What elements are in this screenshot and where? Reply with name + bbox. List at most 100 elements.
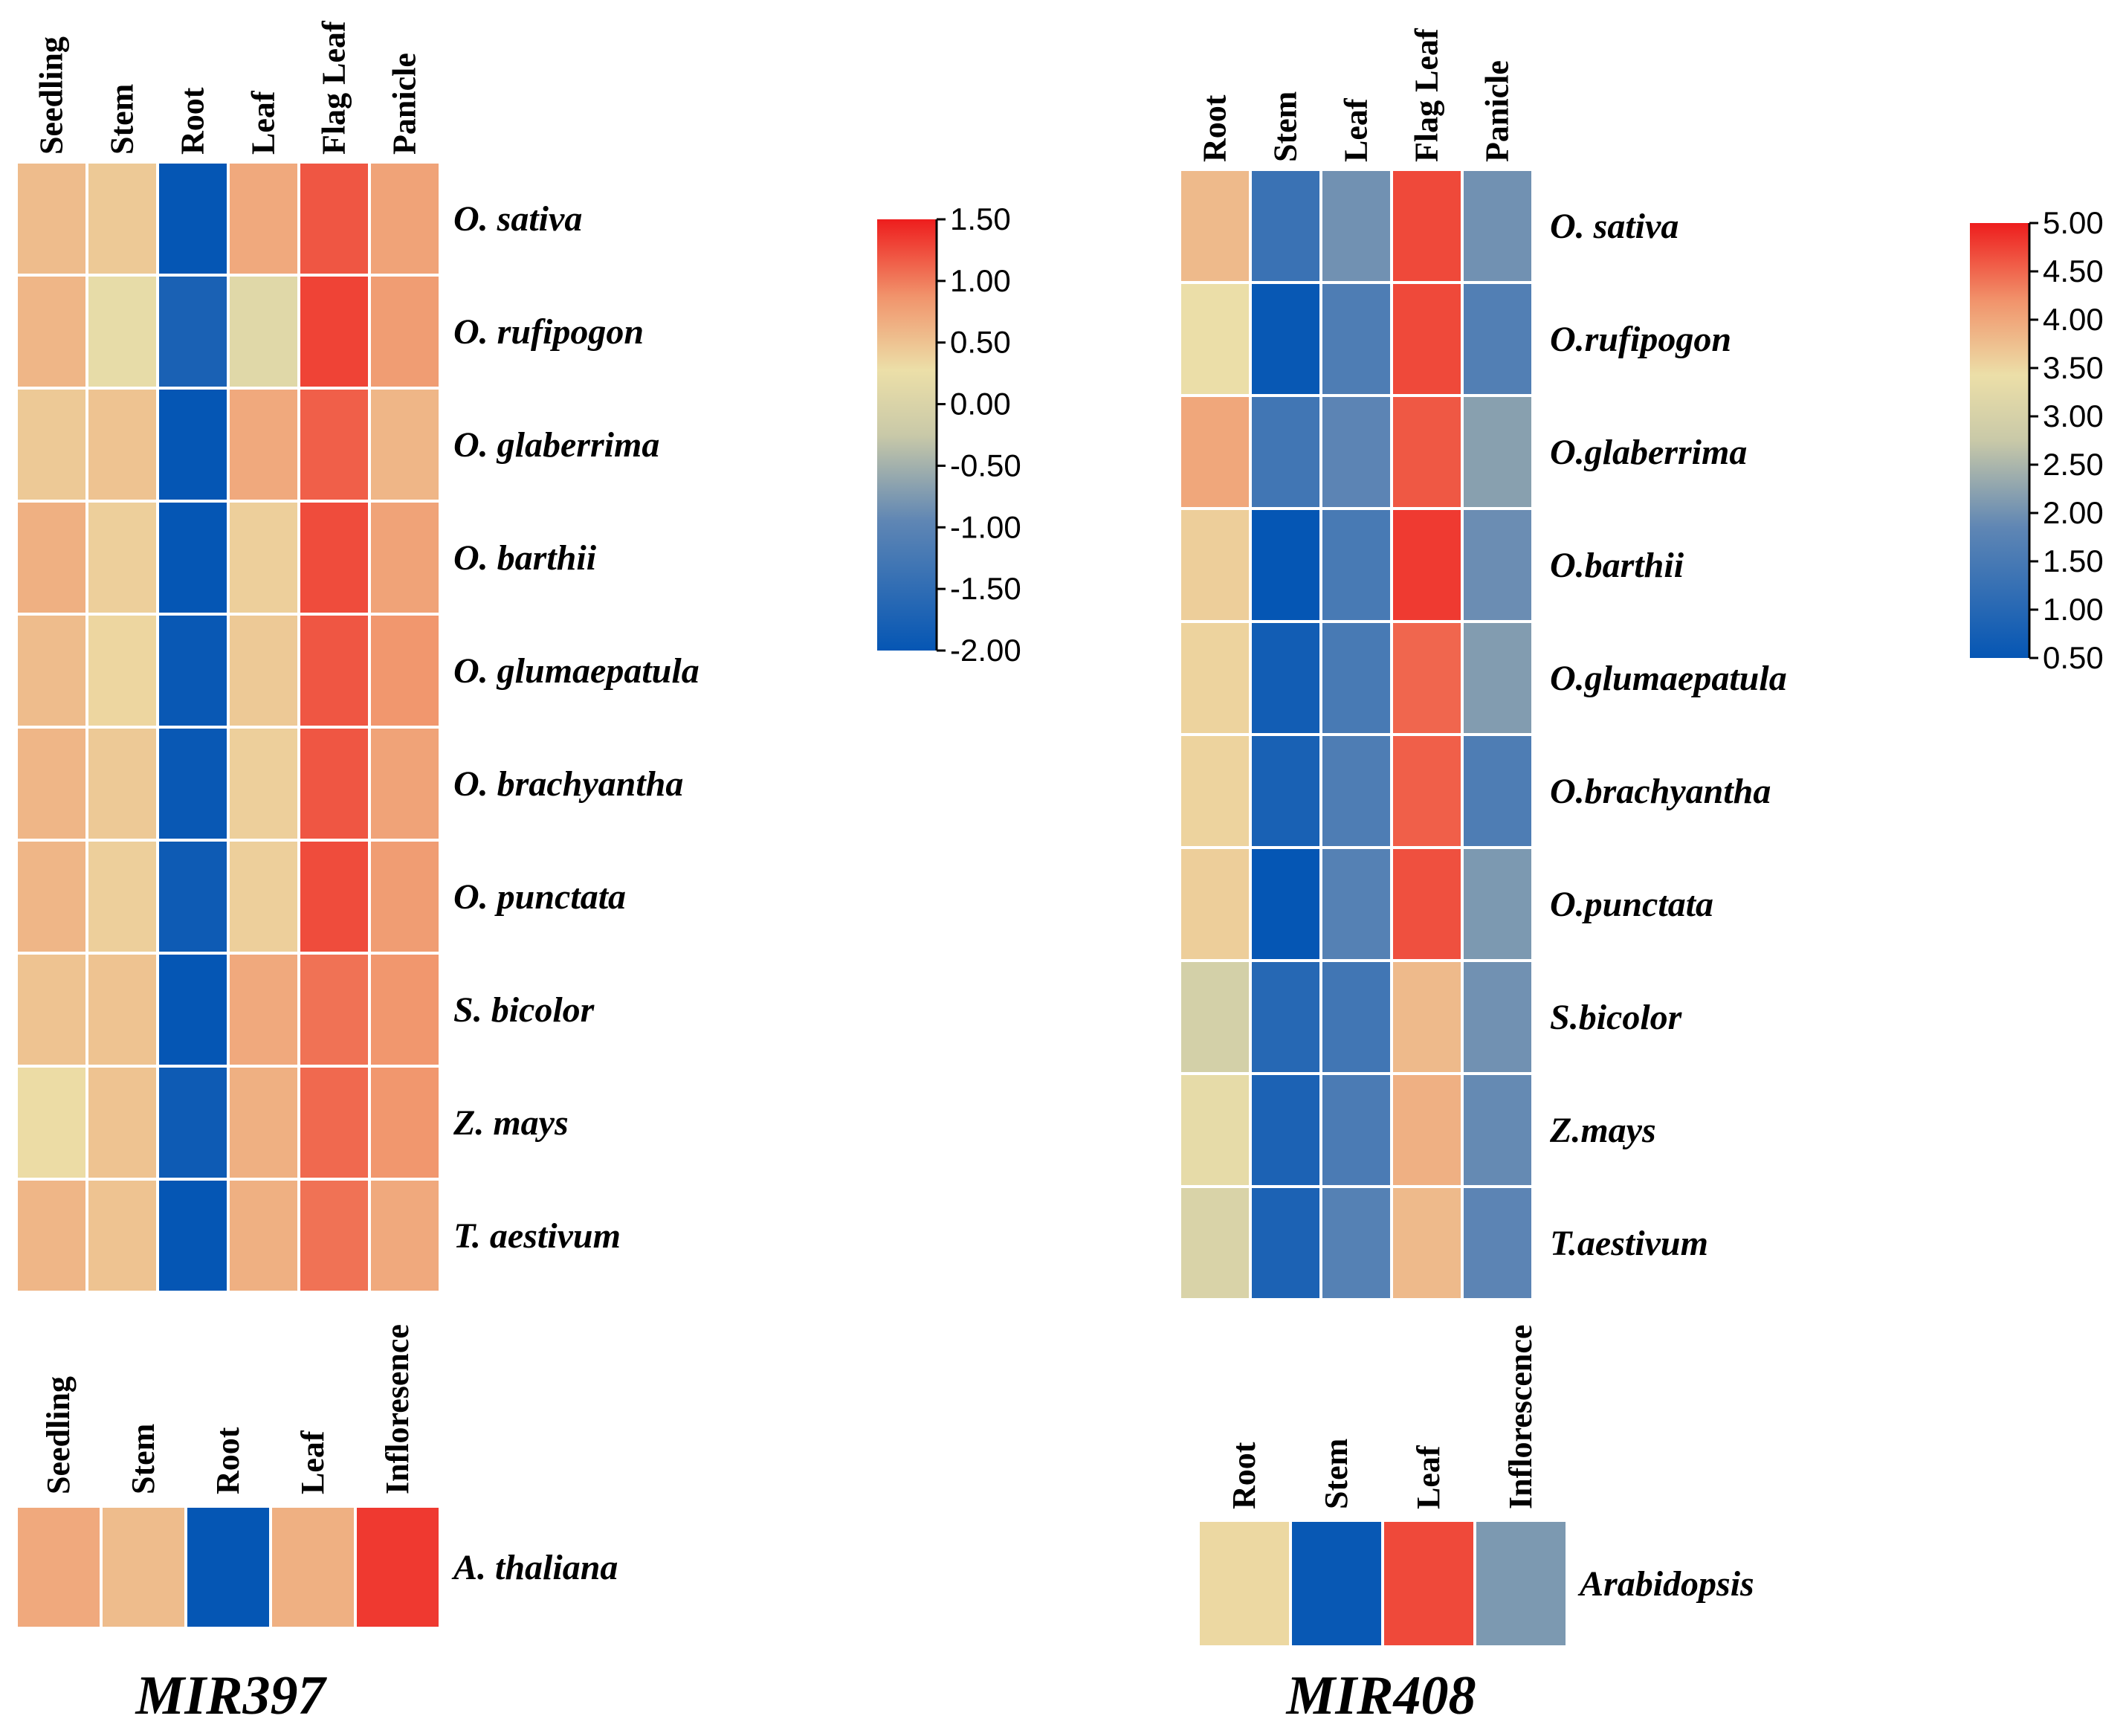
mir397-cell-z-mays-leaf [227, 1065, 300, 1181]
mir397-cell-o-barthii-root [156, 500, 230, 616]
mir408-cell-o-sativa-panicle [1461, 168, 1534, 284]
mir397-cell-o-punctata-flag-leaf [297, 839, 371, 955]
mir408-cell-o-glaberrima-leaf [1319, 394, 1393, 510]
mir408-cell-o-rufipogon-stem [1249, 281, 1322, 397]
mir408-cell-o-rufipogon-root [1178, 281, 1252, 397]
mir397-cell-t-aestivum-root [156, 1178, 230, 1294]
mir397-row-label-o-rufipogon: O. rufipogon [453, 312, 644, 352]
mir397-cell-o-rufipogon-seedling [15, 274, 88, 390]
mir397-cell-o-brachyantha-stem [85, 726, 159, 842]
mir408-cell-z-mays-leaf [1319, 1072, 1393, 1188]
mir408-cell-z-mays-root [1178, 1072, 1252, 1188]
mir408-row-label-o-brachyantha: O.brachyantha [1550, 772, 1771, 811]
mir408-col-label-panicle: Panicle [1479, 60, 1516, 162]
arabidopsis-cell-arabidopsis-stem [1289, 1519, 1384, 1648]
mir408-col-label-flag-leaf: Flag Leaf [1409, 28, 1445, 162]
mir408-row-label-t-aestivum: T.aestivum [1550, 1224, 1708, 1263]
mir408-cell-s-bicolor-stem [1249, 959, 1322, 1075]
mir408-cell-o-sativa-root [1178, 168, 1252, 284]
a-thaliana-col-label-seedling: Seedling [40, 1376, 77, 1494]
mir397-cell-t-aestivum-seedling [15, 1178, 88, 1294]
mir397-colorbar: 1.50 1.00 0.50 0.00 -0.50 -1.00 -1.50 -2.00 [877, 201, 1021, 668]
mir397-cell-s-bicolor-root [156, 952, 230, 1068]
mir408-colorbar-tick-label: 4.00 [2043, 302, 2104, 337]
mir397-row-label-z-mays: Z. mays [453, 1103, 569, 1143]
mir408-cell-o-rufipogon-flag-leaf [1390, 281, 1464, 397]
mir408-cell-o-punctata-leaf [1319, 846, 1393, 962]
mir397-row-label-s-bicolor: S. bicolor [453, 990, 595, 1030]
mir408-cell-o-punctata-flag-leaf [1390, 846, 1464, 962]
mir408-cell-o-sativa-flag-leaf [1390, 168, 1464, 284]
mir397-colorbar-tick-label: -2.00 [950, 633, 1021, 668]
mir397-cell-o-sativa-panicle [368, 161, 442, 277]
mir397-cell-s-bicolor-flag-leaf [297, 952, 371, 1068]
arabidopsis-col-label-stem: Stem [1318, 1439, 1354, 1509]
mir408-cell-o-barthii-panicle [1461, 507, 1534, 623]
mir397-cell-o-rufipogon-panicle [368, 274, 442, 390]
mir408-cell-o-brachyantha-leaf [1319, 733, 1393, 849]
mir397-cell-o-barthii-seedling [15, 500, 88, 616]
arabidopsis-heatmap: Root Stem Leaf Inflorescence Arabidopsis [1197, 1325, 1754, 1648]
mir397-cell-o-punctata-stem [85, 839, 159, 955]
mir397-row-label-o-glaberrima: O. glaberrima [453, 425, 659, 465]
mir397-cell-o-brachyantha-leaf [227, 726, 300, 842]
mir408-cell-z-mays-stem [1249, 1072, 1322, 1188]
mir397-cell-z-mays-panicle [368, 1065, 442, 1181]
a-thaliana-cell-a-thaliana-infloresence [354, 1505, 442, 1630]
mir408-cell-o-glaberrima-stem [1249, 394, 1322, 510]
mir408-col-label-root: Root [1197, 94, 1233, 162]
mir408-cell-o-rufipogon-panicle [1461, 281, 1534, 397]
mir397-cell-o-glaberrima-root [156, 387, 230, 503]
mir397-row-label-o-barthii: O. barthii [453, 538, 597, 578]
mir397-cell-o-glumaepatula-flag-leaf [297, 613, 371, 729]
mir397-row-label-o-punctata: O. punctata [453, 877, 626, 917]
mir397-cell-o-sativa-root [156, 161, 230, 277]
a-thaliana-cell-a-thaliana-stem [100, 1505, 187, 1630]
mir408-cell-o-glumaepatula-flag-leaf [1390, 620, 1464, 736]
mir408-col-label-stem: Stem [1267, 91, 1304, 162]
mir397-cell-o-brachyantha-panicle [368, 726, 442, 842]
mir397-cell-t-aestivum-panicle [368, 1178, 442, 1294]
a-thaliana-col-label-infloresence: Infloresence [379, 1324, 416, 1494]
arabidopsis-row-label-arabidopsis: Arabidopsis [1577, 1564, 1754, 1604]
mir397-cell-o-barthii-panicle [368, 500, 442, 616]
mir408-cell-s-bicolor-root [1178, 959, 1252, 1075]
mir408-title: MIR408 [1286, 1665, 1476, 1726]
mir397-cell-o-punctata-panicle [368, 839, 442, 955]
a-thaliana-cell-a-thaliana-root [184, 1505, 272, 1630]
arabidopsis-col-label-root: Root [1226, 1442, 1262, 1509]
mir397-cell-o-rufipogon-stem [85, 274, 159, 390]
mir408-cell-o-brachyantha-flag-leaf [1390, 733, 1464, 849]
mir397-row-label-o-sativa: O. sativa [453, 199, 582, 239]
mir397-cell-z-mays-root [156, 1065, 230, 1181]
mir408-colorbar-tick-label: 2.00 [2043, 495, 2104, 530]
mir397-cell-o-brachyantha-root [156, 726, 230, 842]
mir408-cell-o-glaberrima-flag-leaf [1390, 394, 1464, 510]
mir408-cell-o-sativa-stem [1249, 168, 1322, 284]
mir397-cell-o-glaberrima-stem [85, 387, 159, 503]
mir408-cell-o-barthii-root [1178, 507, 1252, 623]
mir397-cell-o-glumaepatula-seedling [15, 613, 88, 729]
mir397-cell-o-sativa-leaf [227, 161, 300, 277]
mir397-col-label-stem: Stem [104, 84, 140, 155]
mir397-cell-o-glumaepatula-stem [85, 613, 159, 729]
mir397-cell-o-punctata-seedling [15, 839, 88, 955]
mir397-cell-s-bicolor-leaf [227, 952, 300, 1068]
mir408-cell-o-brachyantha-stem [1249, 733, 1322, 849]
mir408-cell-o-brachyantha-root [1178, 733, 1252, 849]
mir397-cell-z-mays-flag-leaf [297, 1065, 371, 1181]
mir397-col-label-panicle: Panicle [387, 53, 423, 155]
mir408-row-label-z-mays: Z.mays [1549, 1111, 1656, 1150]
mir408-row-label-o-glumaepatula: O.glumaepatula [1550, 659, 1787, 698]
mir397-cell-o-barthii-flag-leaf [297, 500, 371, 616]
mir408-colorbar-tick-label: 3.00 [2043, 398, 2104, 433]
a-thaliana-col-label-root: Root [210, 1427, 246, 1494]
mir397-cell-o-glaberrima-leaf [227, 387, 300, 503]
mir408-cell-o-punctata-panicle [1461, 846, 1534, 962]
mir397-cell-z-mays-seedling [15, 1065, 88, 1181]
mir397-cell-o-rufipogon-leaf [227, 274, 300, 390]
mir408-cell-t-aestivum-panicle [1461, 1185, 1534, 1301]
arabidopsis-cell-arabidopsis-inflorescence [1473, 1519, 1568, 1648]
mir397-cell-o-barthii-stem [85, 500, 159, 616]
